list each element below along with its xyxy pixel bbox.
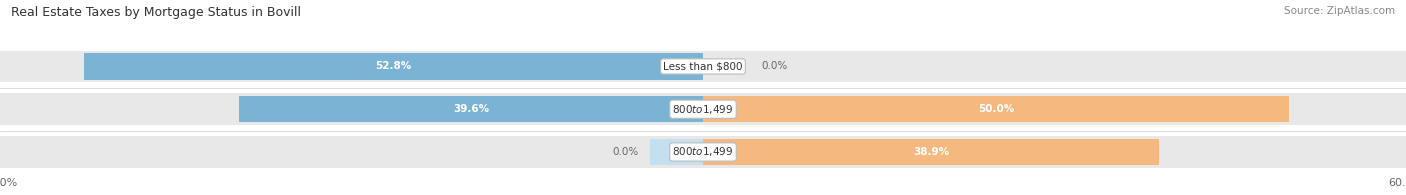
Text: 0.0%: 0.0% bbox=[762, 61, 787, 71]
Bar bbox=[239, 96, 703, 122]
Bar bbox=[84, 53, 703, 80]
Bar bbox=[703, 93, 1406, 125]
Text: 50.0%: 50.0% bbox=[977, 104, 1014, 114]
Text: $800 to $1,499: $800 to $1,499 bbox=[672, 103, 734, 116]
Text: $800 to $1,499: $800 to $1,499 bbox=[672, 145, 734, 159]
Text: 38.9%: 38.9% bbox=[912, 147, 949, 157]
Bar bbox=[0, 93, 703, 125]
Text: Real Estate Taxes by Mortgage Status in Bovill: Real Estate Taxes by Mortgage Status in … bbox=[11, 6, 301, 19]
Bar bbox=[650, 139, 703, 165]
Bar bbox=[703, 136, 1406, 168]
Bar bbox=[0, 51, 703, 82]
Bar bbox=[703, 139, 1159, 165]
Text: 0.0%: 0.0% bbox=[612, 147, 638, 157]
Text: 52.8%: 52.8% bbox=[375, 61, 412, 71]
Bar bbox=[703, 51, 1406, 82]
Bar bbox=[0, 136, 703, 168]
Text: 39.6%: 39.6% bbox=[453, 104, 489, 114]
Bar bbox=[703, 96, 1289, 122]
Text: Source: ZipAtlas.com: Source: ZipAtlas.com bbox=[1284, 6, 1395, 16]
Text: Less than $800: Less than $800 bbox=[664, 61, 742, 71]
